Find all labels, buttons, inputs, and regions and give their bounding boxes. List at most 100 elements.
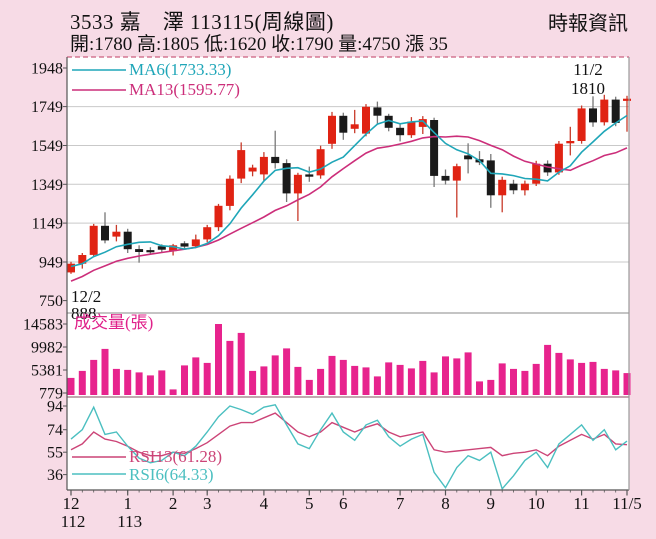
- axis-label: 1549: [31, 138, 63, 155]
- candle-body: [452, 166, 461, 181]
- candle-body: [67, 263, 75, 273]
- plot-borders: [66, 56, 630, 491]
- price-gridlines: [67, 106, 629, 263]
- candle-body: [225, 178, 234, 206]
- candle-body: [191, 239, 200, 247]
- candle-body: [600, 99, 609, 123]
- volume-bar: [271, 355, 279, 395]
- year-label: 112: [61, 512, 86, 531]
- volume-bar: [612, 370, 620, 395]
- volume-bar: [203, 362, 211, 395]
- candle-body: [339, 115, 348, 133]
- candle-body: [157, 246, 166, 250]
- month-label: 7: [396, 494, 405, 513]
- month-label: 10: [528, 494, 545, 513]
- candle-body: [396, 127, 405, 136]
- volume-axis-labels: 14583 9982 5381 779: [23, 317, 67, 403]
- volume-bar: [407, 368, 415, 395]
- volume-bar: [544, 344, 552, 395]
- candle-body: [554, 143, 563, 173]
- axis-label: 9982: [31, 340, 63, 357]
- volume-bar: [351, 365, 359, 395]
- candle-body: [271, 156, 280, 164]
- volume-bar: [623, 373, 631, 395]
- axis-label: 1349: [31, 177, 63, 194]
- candle-body: [384, 115, 393, 128]
- month-label: 11: [573, 494, 589, 513]
- month-label: 11/5: [612, 494, 642, 513]
- candle-body: [169, 245, 178, 252]
- rsi13-legend-label: RSI13(61.28): [129, 447, 223, 466]
- ohlc-summary: 開:1780 高:1805 低:1620 收:1790 量:4750 漲 35: [70, 34, 448, 55]
- rsi6-line: [70, 404, 628, 491]
- volume-bar: [419, 360, 427, 395]
- candle-body: [89, 225, 98, 255]
- candle-body: [203, 227, 212, 240]
- volume-bar: [521, 370, 529, 395]
- axis-label: 14583: [23, 317, 63, 334]
- candle-body: [248, 167, 257, 172]
- volume-bar: [169, 389, 177, 395]
- candle-body: [532, 163, 541, 184]
- candle-body: [520, 183, 529, 191]
- month-label: 2: [169, 494, 178, 513]
- ma13-legend-label: MA13(1595.77): [129, 80, 240, 99]
- volume-bar: [589, 361, 597, 395]
- plot-background: [67, 57, 629, 490]
- candle-body: [180, 243, 189, 247]
- axis-label: 949: [39, 255, 63, 272]
- candle-body: [259, 156, 268, 175]
- ma6-line: [70, 114, 628, 268]
- volume-bar: [260, 366, 268, 395]
- volume-bar: [181, 365, 188, 395]
- volume-panel-label: 成交量(張): [74, 313, 154, 332]
- candle-body: [316, 149, 325, 176]
- volume-bar: [555, 352, 563, 395]
- month-label: 8: [441, 494, 450, 513]
- annotation-label: 1810: [571, 79, 605, 98]
- candle-body: [78, 255, 87, 264]
- volume-bar: [249, 370, 257, 395]
- candle-body: [123, 231, 132, 250]
- candle-body: [112, 231, 121, 237]
- volume-bar: [67, 377, 75, 395]
- volume-bar: [362, 367, 370, 395]
- candle-body: [441, 175, 450, 181]
- rsi6-legend-label: RSI6(64.33): [129, 465, 214, 484]
- axis-label: 74: [47, 422, 63, 439]
- candle-body: [418, 119, 427, 127]
- volume-bar: [146, 375, 154, 395]
- volume-bar: [112, 368, 120, 395]
- candle-body: [328, 115, 336, 144]
- volume-bar: [476, 381, 483, 395]
- volume-bar: [283, 348, 291, 395]
- candle-body: [135, 249, 144, 252]
- volume-bar: [124, 369, 132, 395]
- volume-bar: [396, 364, 404, 395]
- volume-bar: [78, 370, 86, 395]
- candle-body: [623, 98, 631, 101]
- ma13-line: [70, 135, 628, 282]
- volume-bar: [510, 368, 517, 395]
- candle-body: [566, 141, 575, 144]
- volume-bar: [237, 332, 245, 395]
- month-label: 6: [339, 494, 348, 513]
- volume-bar: [215, 324, 222, 395]
- volume-bar: [453, 358, 461, 395]
- candle-body: [464, 155, 473, 160]
- candle-body: [305, 174, 314, 177]
- candle-body: [486, 160, 495, 196]
- axis-label: 5381: [31, 363, 63, 380]
- candle-body: [407, 121, 416, 136]
- axis-label: 55: [47, 445, 63, 462]
- rsi-axis-labels: 94 74 55 36: [47, 399, 67, 484]
- volume-bar: [101, 348, 109, 395]
- axis-label: 750: [39, 293, 63, 310]
- volume-bar: [600, 368, 608, 395]
- volume-bar: [566, 359, 574, 395]
- volume-bar: [385, 362, 393, 395]
- axis-label: 94: [47, 399, 63, 416]
- candle-body: [214, 205, 223, 228]
